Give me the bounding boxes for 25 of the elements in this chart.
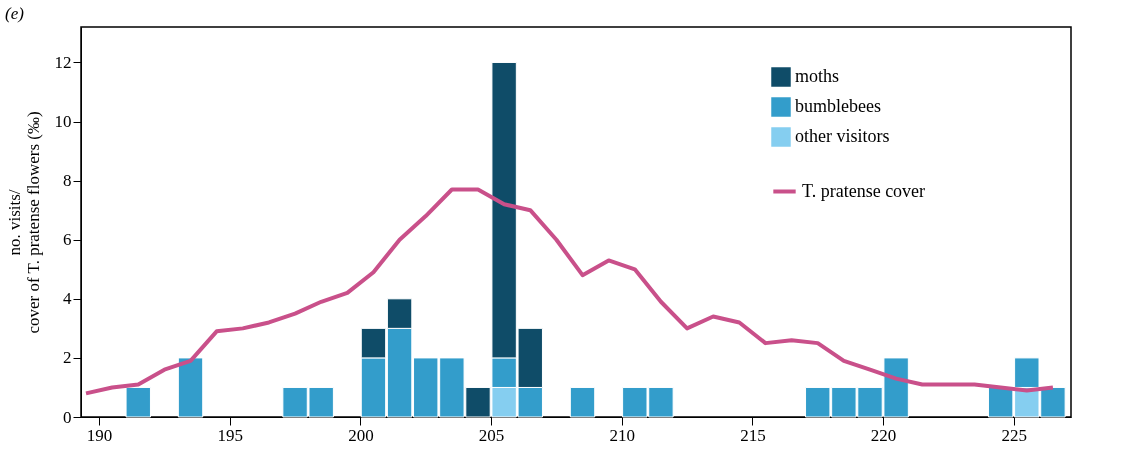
chart-title: (e) <box>5 4 25 23</box>
bar <box>569 386 596 418</box>
legend-label: moths <box>795 66 840 86</box>
bar <box>1014 357 1040 388</box>
x-tick-label: 215 <box>740 425 766 445</box>
x-tick-label: 190 <box>86 425 113 445</box>
x-tick-label: 195 <box>217 425 243 445</box>
legend-label: other visitors <box>795 126 890 146</box>
y-tick-label: 6 <box>63 230 72 250</box>
y-axis-title: no. visits/ cover of T. pratense flowers (‰) <box>4 111 43 334</box>
y-tick-label: 8 <box>63 171 72 191</box>
y-tick-label: 10 <box>54 112 72 132</box>
legend-label: T. pratense cover <box>802 180 926 201</box>
x-tick-label: 205 <box>478 425 505 445</box>
y-tick-label: 4 <box>63 289 72 309</box>
x-tick-label: 210 <box>609 425 635 445</box>
y-tick-label: 0 <box>63 407 72 427</box>
y-tick-label: 12 <box>54 52 72 72</box>
legend-label: bumblebees <box>795 96 881 116</box>
bar <box>177 357 204 418</box>
x-tick-label: 220 <box>870 425 897 445</box>
bar <box>125 386 151 418</box>
x-tick-label: 225 <box>1001 425 1027 445</box>
y-tick-label: 2 <box>63 348 72 368</box>
x-tick-label: 200 <box>348 425 374 445</box>
